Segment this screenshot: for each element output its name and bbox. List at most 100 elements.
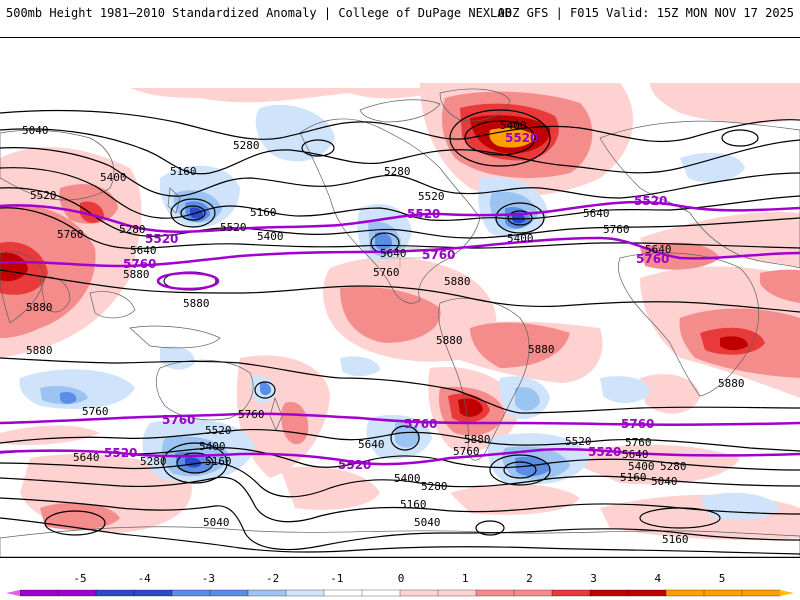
colorbar-block — [247, 589, 287, 597]
label-5880: 5880 — [718, 377, 745, 390]
colorbar-block — [285, 589, 325, 597]
label-5160: 5160 — [205, 455, 232, 468]
colorbar-block — [551, 589, 591, 597]
label-5520-highlight: 5520 — [407, 207, 440, 221]
colorbar-block — [627, 589, 667, 597]
label-5400: 5400 — [257, 230, 284, 243]
label-5280: 5280 — [660, 460, 687, 473]
label-5280: 5280 — [140, 455, 167, 468]
label-5880: 5880 — [183, 297, 210, 310]
label-5880: 5880 — [26, 344, 53, 357]
colorbar-tick-label: 4 — [654, 572, 661, 585]
map-title: 500mb Height 1981–2010 Standardized Anom… — [6, 6, 512, 20]
map-panel: 5040 5280 5160 5400 5520 5760 5280 5640 … — [0, 37, 800, 558]
label-5760: 5760 — [603, 223, 630, 236]
label-5880: 5880 — [123, 268, 150, 281]
contour-labels-black: 5040 5280 5160 5400 5520 5760 5280 5640 … — [22, 119, 745, 546]
colorbar-blocks — [6, 589, 794, 597]
colorbar-block — [665, 589, 705, 597]
colorbar-block — [171, 589, 211, 597]
label-5280: 5280 — [384, 165, 411, 178]
label-5760: 5760 — [625, 436, 652, 449]
highlighted-contours — [0, 200, 800, 466]
label-5520: 5520 — [30, 189, 57, 202]
label-5400: 5400 — [394, 472, 421, 485]
colorbar-block — [19, 589, 59, 597]
label-5520-highlight: 5520 — [338, 458, 371, 472]
label-5400: 5400 — [199, 440, 226, 453]
colorbar-tick-label: -1 — [330, 572, 343, 585]
positive-anomaly-extreme — [489, 128, 535, 148]
colorbar-block — [703, 589, 743, 597]
colorbar-block — [741, 589, 781, 597]
colorbar-tick-label: 0 — [398, 572, 405, 585]
colorbar-tick-label: -5 — [73, 572, 86, 585]
label-5040: 5040 — [651, 475, 678, 488]
label-5760: 5760 — [82, 405, 109, 418]
label-5520: 5520 — [220, 221, 247, 234]
label-5760: 5760 — [453, 445, 480, 458]
label-5640: 5640 — [358, 438, 385, 451]
label-5880: 5880 — [26, 301, 53, 314]
colorbar-block — [513, 589, 553, 597]
colorbar-tick-label: -3 — [202, 572, 215, 585]
colorbar-block — [475, 589, 515, 597]
label-5160: 5160 — [400, 498, 427, 511]
label-5160: 5160 — [170, 165, 197, 178]
label-5280: 5280 — [421, 480, 448, 493]
label-5160: 5160 — [662, 533, 689, 546]
label-5040: 5040 — [414, 516, 441, 529]
colorbar-block — [95, 589, 135, 597]
label-5520: 5520 — [565, 435, 592, 448]
coastlines — [0, 88, 800, 557]
colorbar-tick-label: 3 — [590, 572, 597, 585]
colorbar-min-arrow — [6, 590, 20, 596]
label-5400: 5400 — [628, 460, 655, 473]
height-contours — [0, 109, 800, 555]
colorbar-tick-label: 1 — [462, 572, 469, 585]
label-5760-highlight: 5760 — [123, 257, 156, 271]
label-5520-highlight: 5520 — [634, 194, 667, 208]
colorbar-block — [589, 589, 629, 597]
label-5400: 5400 — [500, 119, 527, 132]
label-5520: 5520 — [418, 190, 445, 203]
colorbar-tick-label: -4 — [138, 572, 152, 585]
label-5880: 5880 — [436, 334, 463, 347]
colorbar-max-arrow — [780, 590, 794, 596]
colorbar-block — [323, 589, 363, 597]
colorbar: -5 -4 -3 -2 -1 0 1 2 3 4 5 — [6, 572, 794, 597]
label-5040: 5040 — [22, 124, 49, 137]
colorbar-block — [133, 589, 173, 597]
label-5280: 5280 — [119, 223, 146, 236]
label-5280: 5280 — [233, 139, 260, 152]
label-5400: 5400 — [507, 232, 534, 245]
label-5520: 5520 — [205, 424, 232, 437]
contour-labels-highlight: 5520 5760 5520 5760 5520 5760 5760 5760 … — [104, 131, 669, 472]
label-5760-highlight: 5760 — [422, 248, 455, 262]
label-5760-highlight: 5760 — [162, 413, 195, 427]
label-5160: 5160 — [250, 206, 277, 219]
colorbar-tick-label: 2 — [526, 572, 533, 585]
label-5760-highlight: 5760 — [404, 417, 437, 431]
label-5040: 5040 — [203, 516, 230, 529]
label-5640: 5640 — [583, 207, 610, 220]
label-5640: 5640 — [645, 243, 672, 256]
label-5760-highlight: 5760 — [621, 417, 654, 431]
colorbar-ticks: -5 -4 -3 -2 -1 0 1 2 3 4 5 — [73, 572, 725, 585]
label-5880: 5880 — [444, 275, 471, 288]
label-5520-highlight: 5520 — [104, 446, 137, 460]
colorbar-block — [209, 589, 249, 597]
colorbar-block — [57, 589, 97, 597]
anomaly-map: 5040 5280 5160 5400 5520 5760 5280 5640 … — [0, 38, 800, 557]
label-5520-highlight: 5520 — [588, 445, 621, 459]
label-5880: 5880 — [464, 433, 491, 446]
label-5760: 5760 — [238, 408, 265, 421]
colorbar-tick-label: 5 — [719, 572, 726, 585]
label-5760-highlight: 5760 — [636, 252, 669, 266]
label-5520-highlight: 5520 — [505, 131, 538, 145]
label-5760: 5760 — [57, 228, 84, 241]
label-5640: 5640 — [130, 244, 157, 257]
valid-time: 00Z GFS | F015 Valid: 15Z MON NOV 17 202… — [497, 6, 794, 20]
label-5640: 5640 — [622, 448, 649, 461]
label-5400: 5400 — [100, 171, 127, 184]
